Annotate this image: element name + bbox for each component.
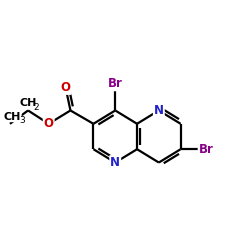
Text: CH: CH (20, 98, 37, 108)
Text: O: O (44, 117, 54, 130)
Text: Br: Br (108, 77, 123, 90)
Text: CH: CH (4, 112, 21, 122)
Text: N: N (154, 104, 164, 117)
Text: N: N (110, 156, 120, 169)
Text: O: O (60, 81, 70, 94)
Text: Br: Br (198, 143, 214, 156)
Text: 2: 2 (33, 102, 39, 112)
Text: 3: 3 (19, 116, 24, 125)
